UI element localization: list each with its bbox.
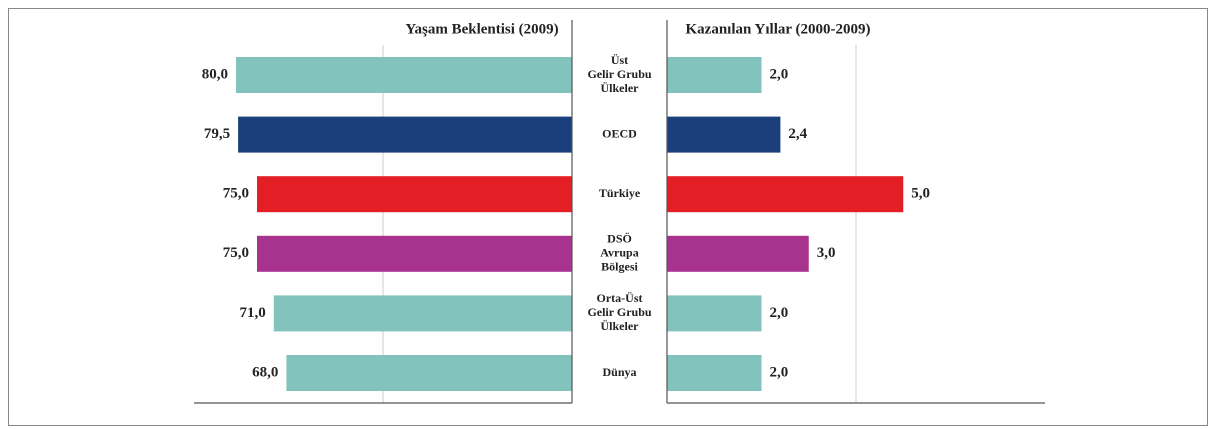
category-label: Ülkeler (601, 319, 640, 333)
category-label: Gelir Grubu (587, 305, 651, 319)
value-label: 79,5 (204, 126, 230, 142)
value-label: 3,0 (817, 245, 836, 261)
bar (257, 235, 572, 272)
value-label: 2,0 (770, 305, 789, 321)
category-label: Bölgesi (601, 260, 638, 274)
bar (257, 176, 572, 213)
value-label: 75,0 (223, 245, 249, 261)
bar (667, 355, 762, 391)
category-label: Türkiye (599, 186, 641, 200)
bar (667, 57, 762, 93)
bar (286, 355, 572, 391)
value-label: 71,0 (240, 305, 266, 321)
left-title: Yaşam Beklentisi (2009) (405, 21, 558, 37)
value-label: 2,4 (788, 126, 807, 142)
category-label: Ülkeler (601, 81, 640, 95)
value-label: 75,0 (223, 186, 249, 202)
bar (236, 57, 572, 93)
bar (667, 116, 781, 153)
category-label: Üst (611, 53, 628, 67)
value-label: 2,0 (770, 364, 789, 380)
bar (667, 295, 762, 332)
bar (238, 116, 572, 153)
bar (273, 295, 572, 332)
category-label: Gelir Grubu (587, 67, 651, 81)
value-label: 68,0 (252, 364, 278, 380)
value-label: 80,0 (202, 66, 228, 82)
value-label: 5,0 (911, 186, 930, 202)
category-label: OECD (602, 126, 637, 140)
category-label: Orta-Üst (597, 291, 643, 305)
frame (8, 8, 1208, 426)
bar (667, 176, 904, 213)
category-label: DSÖ (607, 232, 632, 246)
bar (667, 235, 809, 272)
category-label: Avrupa (600, 246, 638, 260)
category-label: Dünya (602, 365, 636, 379)
right-title: Kazanılan Yıllar (2000-2009) (686, 21, 871, 37)
value-label: 2,0 (770, 66, 789, 82)
